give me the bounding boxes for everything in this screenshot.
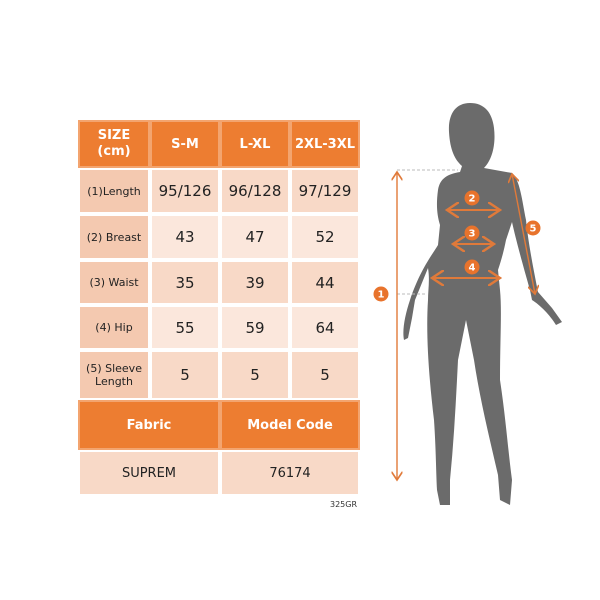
fabric-header: Fabric	[78, 400, 220, 450]
weight-note: 325GR	[330, 500, 358, 509]
marker-number: 4	[469, 263, 476, 274]
marker-number: 5	[530, 224, 537, 235]
table-cell: 97/129	[290, 168, 360, 214]
marker-circle	[464, 225, 480, 241]
table-cell: 55	[150, 305, 220, 350]
woman-silhouette	[403, 103, 562, 505]
model-code-value: 76174	[220, 450, 360, 496]
header-size: SIZE (cm)	[78, 120, 150, 168]
sleeve-arrow	[512, 174, 535, 294]
row-label: (2) Breast	[78, 214, 150, 260]
fabric-value: SUPREM	[78, 450, 220, 496]
table-cell: 43	[150, 214, 220, 260]
header-unit-label: (cm)	[97, 144, 131, 159]
header-2xl-3xl: 2XL-3XL	[290, 120, 360, 168]
header-s-m: S-M	[150, 120, 220, 168]
row-label: (3) Waist	[78, 260, 150, 305]
table-cell: 52	[290, 214, 360, 260]
table-cell: 47	[220, 214, 290, 260]
row-label: (1)Length	[78, 168, 150, 214]
marker-circle	[373, 286, 389, 302]
measurement-annotations	[397, 169, 535, 480]
header-l-xl: L-XL	[220, 120, 290, 168]
table-cell: 5	[290, 350, 360, 400]
table-cell: 59	[220, 305, 290, 350]
marker-number: 1	[378, 290, 385, 301]
table-cell: 5	[220, 350, 290, 400]
model-code-header: Model Code	[220, 400, 360, 450]
marker-circle	[464, 190, 480, 206]
table-cell: 96/128	[220, 168, 290, 214]
table-cell: 35	[150, 260, 220, 305]
row-label: (4) Hip	[78, 305, 150, 350]
table-cell: 5	[150, 350, 220, 400]
marker-circle	[464, 259, 480, 275]
table-cell: 95/126	[150, 168, 220, 214]
table-cell: 44	[290, 260, 360, 305]
marker-number: 3	[469, 229, 476, 240]
table-cell: 64	[290, 305, 360, 350]
marker-circle	[525, 220, 541, 236]
header-size-label: SIZE	[97, 128, 131, 143]
marker-number: 2	[469, 194, 476, 205]
table-cell: 39	[220, 260, 290, 305]
row-label: (5) Sleeve Length	[78, 350, 150, 400]
